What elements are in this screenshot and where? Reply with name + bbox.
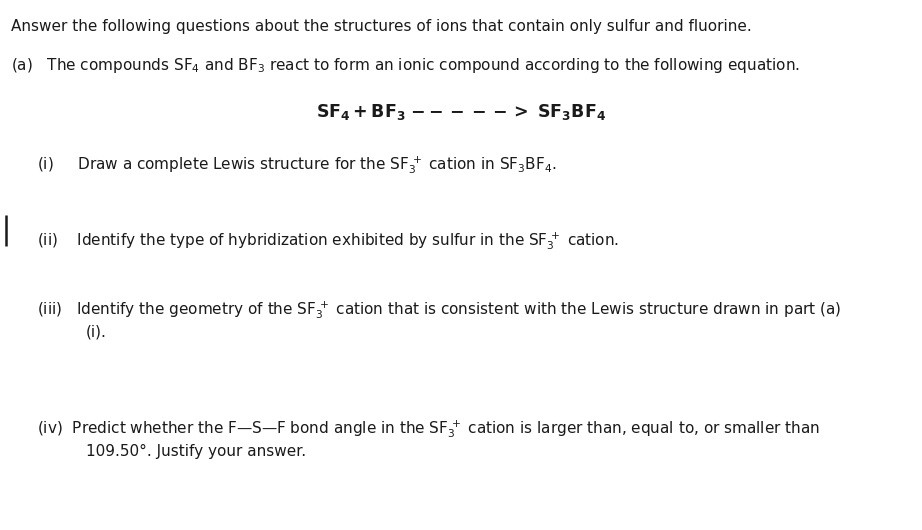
Text: (i)     Draw a complete Lewis structure for the SF$_3^{\,+}$ cation in SF$_3$BF$: (i) Draw a complete Lewis structure for …: [37, 154, 557, 175]
Text: (iv)  Predict whether the F—S—F bond angle in the SF$_3^{\,+}$ cation is larger : (iv) Predict whether the F—S—F bond angl…: [37, 419, 820, 440]
Text: (i).: (i).: [86, 324, 107, 339]
Text: $\mathbf{SF_4 + BF_3}$ $\mathbf{----->}$ $\mathbf{SF_3BF_4}$: $\mathbf{SF_4 + BF_3}$ $\mathbf{----->}$…: [316, 102, 606, 122]
Text: 109.50°. Justify your answer.: 109.50°. Justify your answer.: [86, 444, 306, 458]
Text: (a)   The compounds SF$_4$ and BF$_3$ react to form an ionic compound according : (a) The compounds SF$_4$ and BF$_3$ reac…: [11, 56, 800, 75]
Text: (iii)   Identify the geometry of the SF$_3^{\,+}$ cation that is consistent with: (iii) Identify the geometry of the SF$_3…: [37, 299, 842, 321]
Text: Answer the following questions about the structures of ions that contain only su: Answer the following questions about the…: [11, 19, 751, 33]
Text: (ii)    Identify the type of hybridization exhibited by sulfur in the SF$_3^{\,+: (ii) Identify the type of hybridization …: [37, 231, 619, 252]
